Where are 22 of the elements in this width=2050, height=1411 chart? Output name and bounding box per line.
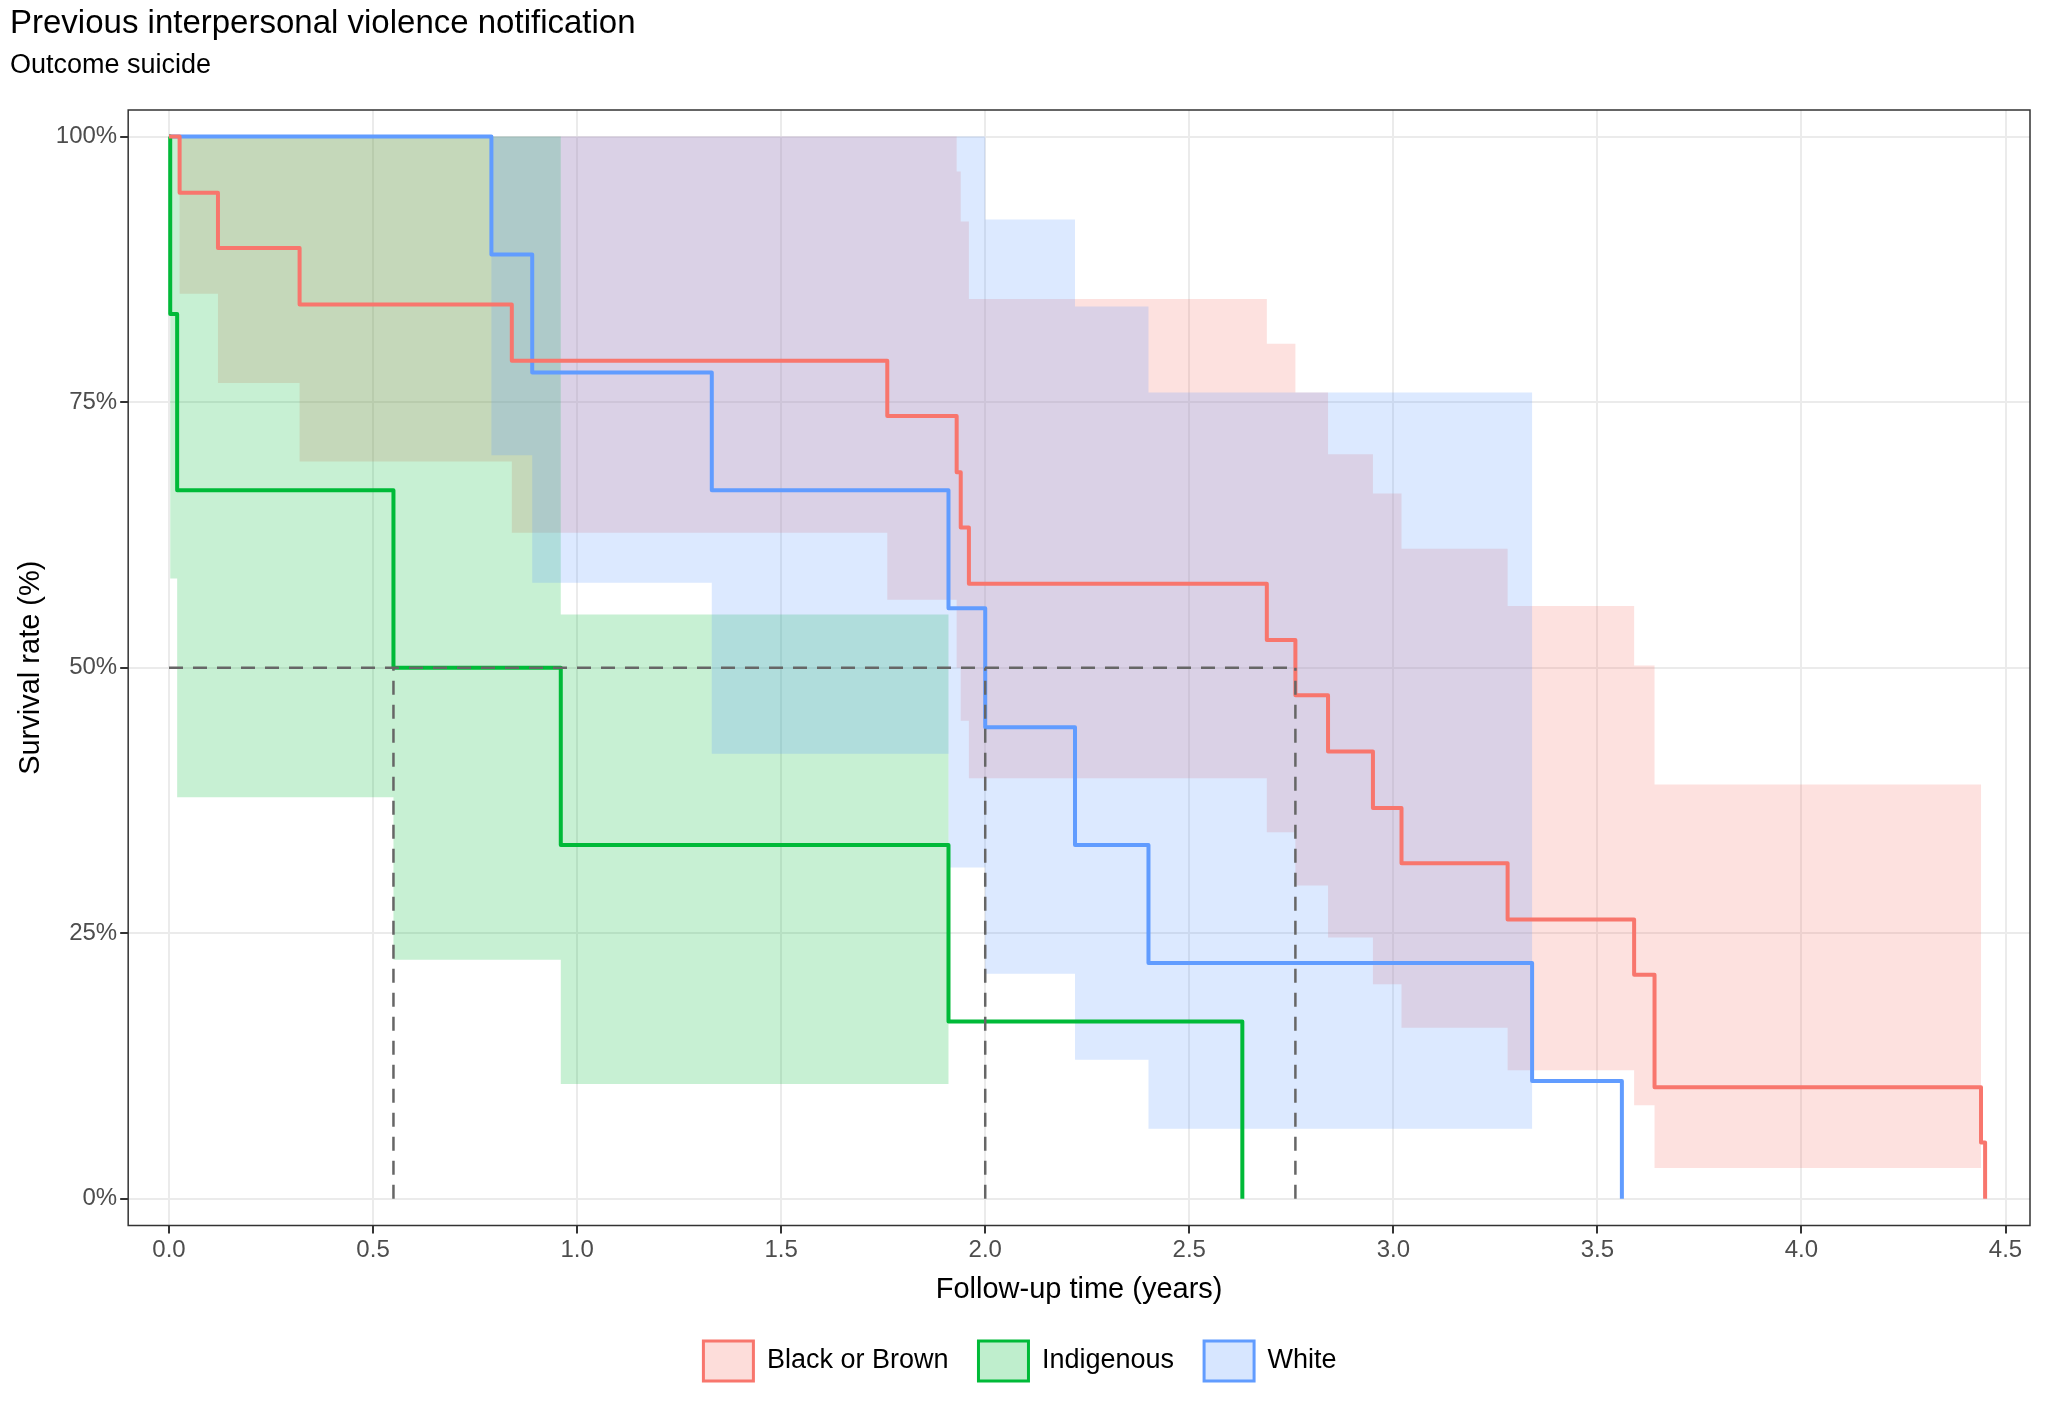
x-tick-label: 3.0 bbox=[1376, 1235, 1411, 1263]
chart-subtitle: Outcome suicide bbox=[10, 49, 212, 80]
legend-label: White bbox=[1267, 1344, 1337, 1375]
legend-label: Black or Brown bbox=[766, 1344, 949, 1375]
x-tick-label: 0.5 bbox=[356, 1235, 390, 1263]
y-axis-title: Survival rate (%) bbox=[13, 560, 46, 775]
x-tick-label: 2.5 bbox=[1172, 1235, 1206, 1263]
x-tick-label: 2.0 bbox=[968, 1235, 1002, 1263]
chart-title: Previous interpersonal violence notification bbox=[10, 2, 636, 40]
y-tick-label: 0% bbox=[82, 1183, 118, 1211]
x-tick-label: 3.5 bbox=[1580, 1235, 1615, 1263]
x-tick-label: 1.5 bbox=[764, 1235, 798, 1263]
x-axis-title: Follow-up time (years) bbox=[935, 1271, 1223, 1304]
y-tick-label: 75% bbox=[69, 386, 118, 414]
y-tick-label: 100% bbox=[55, 121, 118, 149]
x-tick-label: 4.0 bbox=[1784, 1235, 1819, 1263]
x-tick-label: 1.0 bbox=[560, 1235, 594, 1263]
x-tick-label: 0.0 bbox=[152, 1235, 186, 1263]
y-tick-label: 50% bbox=[69, 652, 118, 680]
y-tick-label: 25% bbox=[69, 917, 118, 945]
x-tick-label: 4.5 bbox=[1988, 1235, 2023, 1263]
legend-label: Indigenous bbox=[1041, 1344, 1175, 1375]
